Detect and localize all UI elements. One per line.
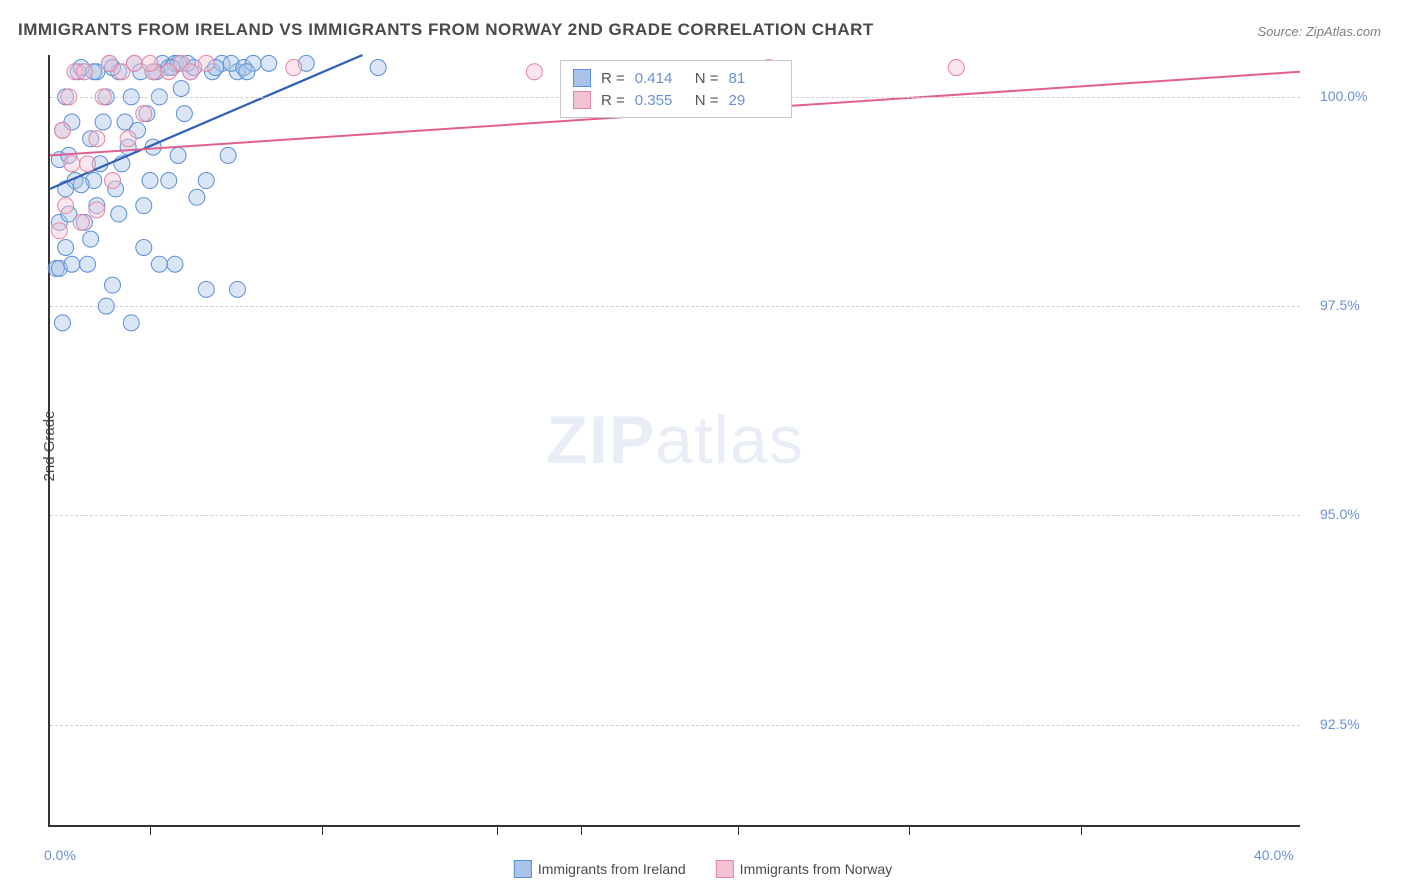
scatter-point (198, 281, 214, 297)
scatter-point (239, 64, 255, 80)
legend-swatch (716, 860, 734, 878)
r-value: 0.414 (635, 70, 685, 87)
scatter-point (189, 189, 205, 205)
gridline-h (50, 725, 1300, 726)
legend-item: Immigrants from Ireland (514, 860, 686, 878)
legend-item: Immigrants from Norway (716, 860, 892, 878)
scatter-point (58, 240, 74, 256)
x-tick-label: 0.0% (44, 847, 76, 863)
scatter-point (89, 202, 105, 218)
scatter-point (64, 156, 80, 172)
scatter-point (136, 198, 152, 214)
legend-bottom: Immigrants from Ireland Immigrants from N… (514, 860, 892, 878)
scatter-point (948, 60, 964, 76)
y-tick-label: 97.5% (1320, 297, 1360, 313)
scatter-point (198, 173, 214, 189)
scatter-point (105, 277, 121, 293)
scatter-point (526, 64, 542, 80)
stats-row: R = 0.414 N = 81 (573, 67, 779, 89)
x-tick-minor (909, 825, 910, 835)
n-value: 29 (729, 92, 779, 109)
scatter-point (111, 206, 127, 222)
scatter-point (370, 60, 386, 76)
scatter-point (105, 173, 121, 189)
r-label: R = (601, 92, 625, 109)
scatter-point (142, 173, 158, 189)
scatter-point (220, 147, 236, 163)
legend-swatch (514, 860, 532, 878)
scatter-point (64, 256, 80, 272)
scatter-point (230, 281, 246, 297)
scatter-point (151, 256, 167, 272)
source-prefix: Source: (1257, 24, 1305, 39)
x-tick-minor (322, 825, 323, 835)
series-swatch (573, 69, 591, 87)
scatter-point (55, 315, 71, 331)
scatter-point (80, 256, 96, 272)
scatter-point (261, 55, 277, 71)
scatter-point (183, 64, 199, 80)
scatter-point (173, 80, 189, 96)
source-name: ZipAtlas.com (1306, 24, 1381, 39)
scatter-svg (50, 55, 1300, 825)
scatter-point (55, 122, 71, 138)
scatter-point (136, 106, 152, 122)
scatter-point (286, 60, 302, 76)
scatter-point (167, 256, 183, 272)
x-tick-minor (497, 825, 498, 835)
scatter-point (51, 223, 67, 239)
scatter-point (95, 114, 111, 130)
x-tick-label: 40.0% (1254, 847, 1294, 863)
n-label: N = (695, 70, 719, 87)
source-attribution: Source: ZipAtlas.com (1257, 24, 1381, 39)
legend-label: Immigrants from Ireland (538, 861, 686, 877)
chart-title: IMMIGRANTS FROM IRELAND VS IMMIGRANTS FR… (18, 20, 874, 40)
scatter-point (170, 147, 186, 163)
scatter-point (120, 131, 136, 147)
scatter-point (142, 55, 158, 71)
x-tick-minor (581, 825, 582, 835)
n-label: N = (695, 92, 719, 109)
n-value: 81 (729, 70, 779, 87)
legend-label: Immigrants from Norway (740, 861, 892, 877)
plot-area: ZIPatlas (48, 55, 1300, 827)
r-value: 0.355 (635, 92, 685, 109)
correlation-stats-box: R = 0.414 N = 81 R = 0.355 N = 29 (560, 60, 792, 118)
series-swatch (573, 91, 591, 109)
gridline-h (50, 515, 1300, 516)
y-tick-label: 95.0% (1320, 506, 1360, 522)
y-tick-label: 92.5% (1320, 716, 1360, 732)
scatter-point (73, 177, 89, 193)
gridline-h (50, 306, 1300, 307)
stats-row: R = 0.355 N = 29 (573, 89, 779, 111)
y-tick-label: 100.0% (1320, 88, 1367, 104)
x-tick-minor (1081, 825, 1082, 835)
scatter-point (136, 240, 152, 256)
scatter-point (161, 173, 177, 189)
x-tick-minor (738, 825, 739, 835)
x-tick-minor (150, 825, 151, 835)
scatter-point (198, 55, 214, 71)
scatter-point (80, 156, 96, 172)
scatter-point (123, 315, 139, 331)
scatter-point (58, 198, 74, 214)
scatter-point (89, 131, 105, 147)
scatter-point (83, 231, 99, 247)
scatter-point (73, 214, 89, 230)
scatter-point (126, 55, 142, 71)
scatter-point (76, 64, 92, 80)
scatter-point (176, 106, 192, 122)
r-label: R = (601, 70, 625, 87)
